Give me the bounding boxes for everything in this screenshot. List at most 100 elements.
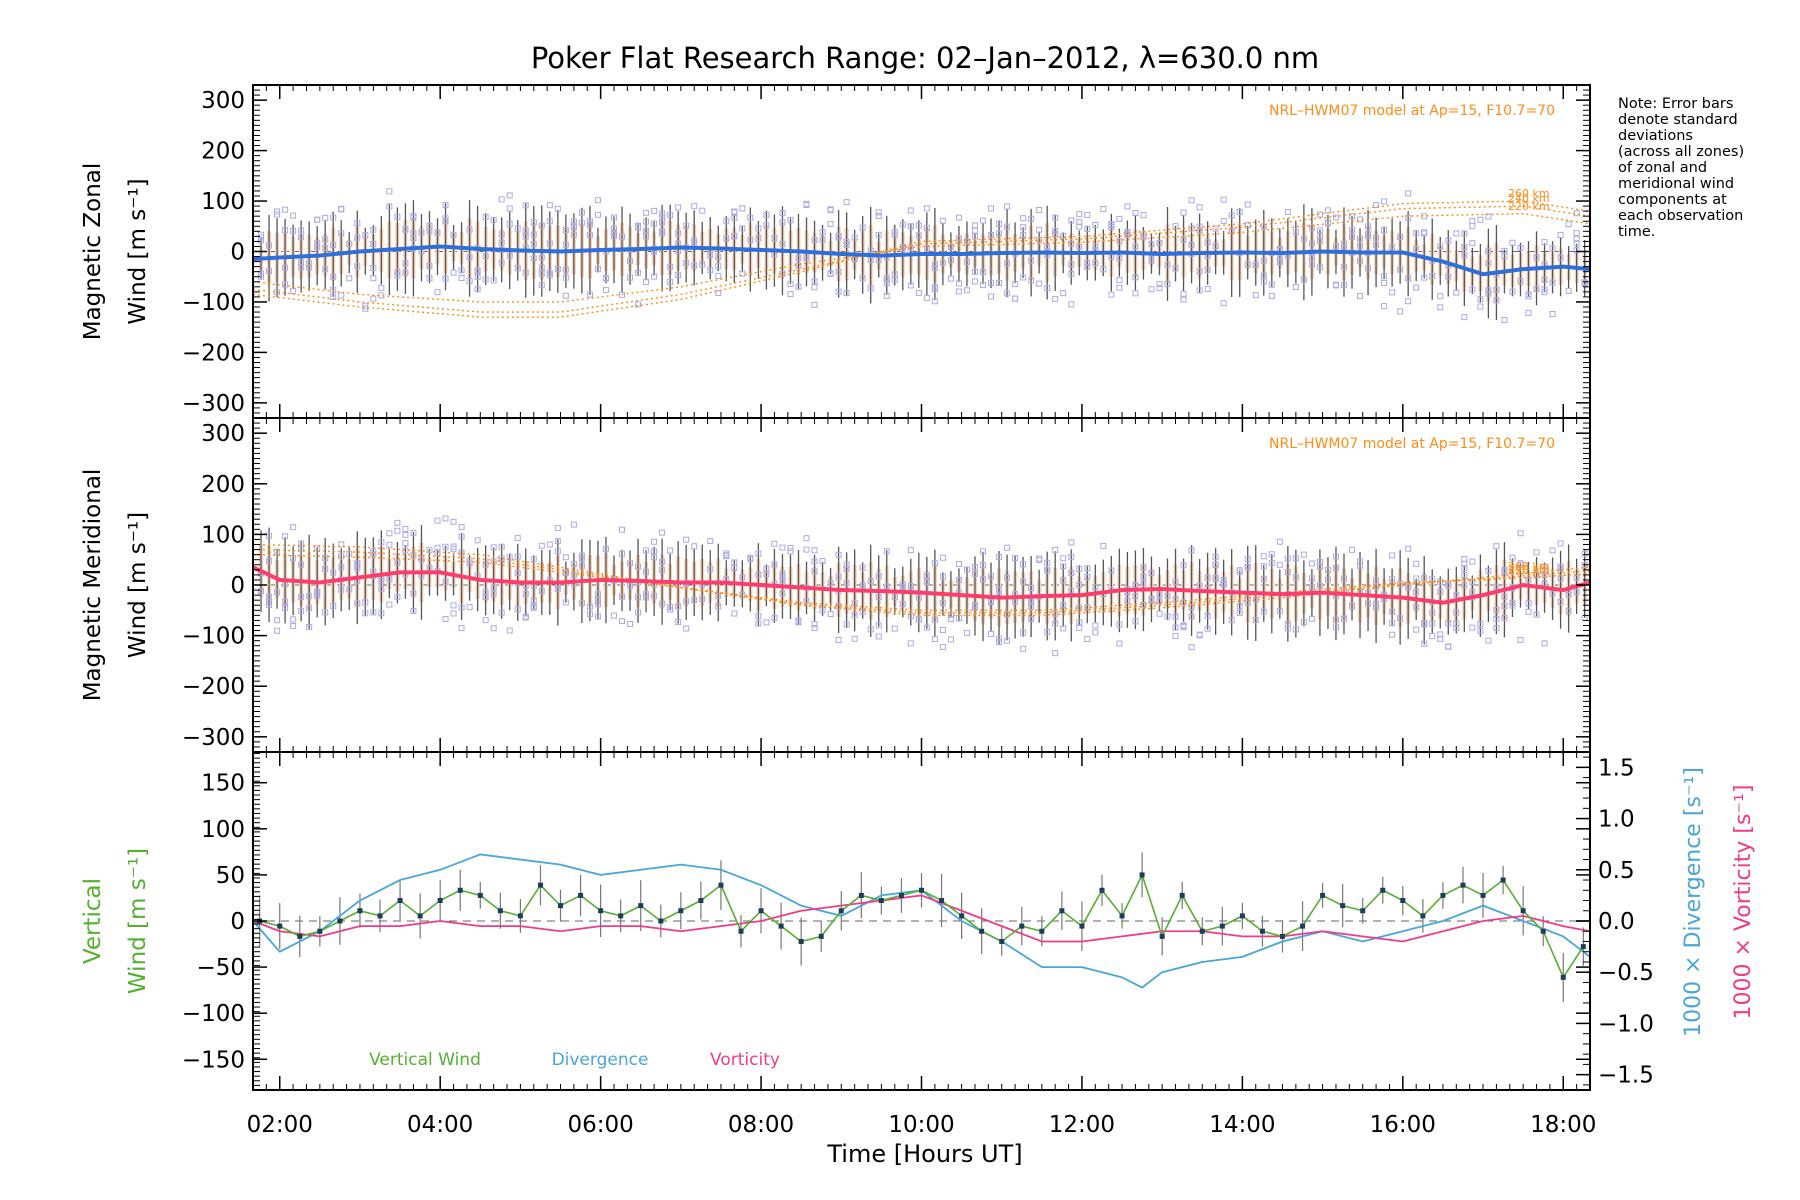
zone-sample bbox=[506, 205, 513, 212]
zone-sample bbox=[931, 616, 938, 623]
zone-sample bbox=[1517, 636, 1524, 643]
zone-sample bbox=[691, 597, 698, 604]
zone-sample bbox=[667, 212, 674, 219]
zone-sample bbox=[1453, 592, 1460, 599]
zone-sample bbox=[1244, 599, 1251, 606]
vertical-wind-point bbox=[1520, 908, 1526, 914]
zone-sample bbox=[1557, 254, 1564, 261]
vertical-wind-point bbox=[858, 892, 864, 898]
zone-sample bbox=[1260, 553, 1267, 560]
zone-sample bbox=[1365, 223, 1372, 230]
zone-sample bbox=[691, 203, 698, 210]
zone-sample bbox=[795, 283, 802, 290]
zone-sample bbox=[1260, 575, 1267, 582]
zone-sample bbox=[651, 592, 658, 599]
vertical-wind-point bbox=[618, 913, 624, 919]
zone-sample bbox=[1453, 620, 1460, 627]
zone-sample bbox=[955, 288, 962, 295]
zone-sample bbox=[1316, 264, 1323, 271]
vertical-wind-point bbox=[738, 928, 744, 934]
zone-sample bbox=[988, 599, 995, 606]
zone-sample bbox=[988, 279, 995, 286]
panel-plot-area bbox=[253, 852, 1590, 1002]
zone-sample bbox=[1461, 572, 1468, 579]
zone-sample bbox=[386, 576, 393, 583]
zone-sample bbox=[562, 292, 569, 299]
zone-sample bbox=[1525, 293, 1532, 300]
y-tick-label: 0 bbox=[230, 573, 245, 599]
zone-sample bbox=[458, 524, 465, 531]
zone-sample bbox=[1389, 244, 1396, 251]
legend-divergence: Divergence bbox=[552, 1050, 649, 1070]
zone-sample bbox=[819, 607, 826, 614]
zone-sample bbox=[402, 260, 409, 267]
zone-sample bbox=[643, 227, 650, 234]
zone-sample bbox=[651, 220, 658, 227]
zone-sample bbox=[442, 275, 449, 282]
x-tick-label: 08:00 bbox=[728, 1112, 794, 1138]
zone-sample bbox=[450, 269, 457, 276]
zone-sample bbox=[298, 234, 305, 241]
zone-sample bbox=[1541, 276, 1548, 283]
y-axis-label-line2: Wind [m s⁻¹] bbox=[125, 178, 151, 324]
zone-sample bbox=[1212, 574, 1219, 581]
zone-sample bbox=[466, 277, 473, 284]
zone-sample bbox=[1028, 598, 1035, 605]
zone-sample bbox=[482, 253, 489, 260]
y-tick-label: 300 bbox=[201, 88, 245, 114]
zone-sample bbox=[362, 303, 369, 310]
zone-sample bbox=[1477, 621, 1484, 628]
zone-sample bbox=[1421, 640, 1428, 647]
zone-sample bbox=[931, 560, 938, 567]
zone-sample bbox=[747, 236, 754, 243]
zone-sample bbox=[1493, 625, 1500, 632]
zone-sample bbox=[691, 543, 698, 550]
zone-sample bbox=[1413, 588, 1420, 595]
vertical-wind-point bbox=[798, 938, 804, 944]
zone-sample bbox=[971, 278, 978, 285]
zone-sample bbox=[683, 598, 690, 605]
zone-sample bbox=[1148, 570, 1155, 577]
zone-sample bbox=[715, 263, 722, 270]
zone-sample bbox=[290, 212, 297, 219]
zone-sample bbox=[915, 222, 922, 229]
zone-sample bbox=[378, 539, 385, 546]
zone-sample bbox=[1188, 197, 1195, 204]
zone-sample bbox=[1140, 601, 1147, 608]
panel-zonal: NRL–HWM07 model at Ap=15, F10.7=70 260 km… bbox=[80, 84, 1591, 419]
zone-sample bbox=[338, 541, 345, 548]
zone-sample bbox=[1188, 241, 1195, 248]
zone-sample bbox=[1493, 286, 1500, 293]
zone-sample bbox=[1349, 233, 1356, 240]
zone-sample bbox=[434, 229, 441, 236]
zone-sample bbox=[498, 259, 505, 266]
zone-sample bbox=[827, 207, 834, 214]
zone-sample bbox=[386, 203, 393, 210]
zone-sample bbox=[1308, 615, 1315, 622]
zone-sample bbox=[763, 212, 770, 219]
zone-sample bbox=[643, 568, 650, 575]
y2-tick-label: −0.5 bbox=[1598, 960, 1654, 986]
zone-sample bbox=[1357, 292, 1364, 299]
zone-sample bbox=[1228, 212, 1235, 219]
zone-sample bbox=[859, 582, 866, 589]
zone-sample bbox=[1196, 268, 1203, 275]
zone-sample bbox=[562, 227, 569, 234]
model-altitude-label: 240 km bbox=[1508, 192, 1550, 205]
zone-sample bbox=[482, 214, 489, 221]
zone-sample bbox=[971, 564, 978, 571]
vertical-wind-point bbox=[1500, 877, 1506, 883]
model-altitude-label: 260 km bbox=[1508, 560, 1550, 573]
zone-sample bbox=[1060, 563, 1067, 570]
zone-sample bbox=[290, 622, 297, 629]
zone-sample bbox=[1413, 284, 1420, 291]
zone-sample bbox=[1357, 216, 1364, 223]
zone-sample bbox=[939, 259, 946, 266]
model-altitude-label: 260 km bbox=[1508, 187, 1550, 200]
zone-sample bbox=[314, 545, 321, 552]
zone-sample bbox=[1357, 235, 1364, 242]
zone-sample bbox=[955, 561, 962, 568]
zone-sample bbox=[1092, 622, 1099, 629]
zone-sample bbox=[1429, 273, 1436, 280]
zone-sample bbox=[1044, 244, 1051, 251]
